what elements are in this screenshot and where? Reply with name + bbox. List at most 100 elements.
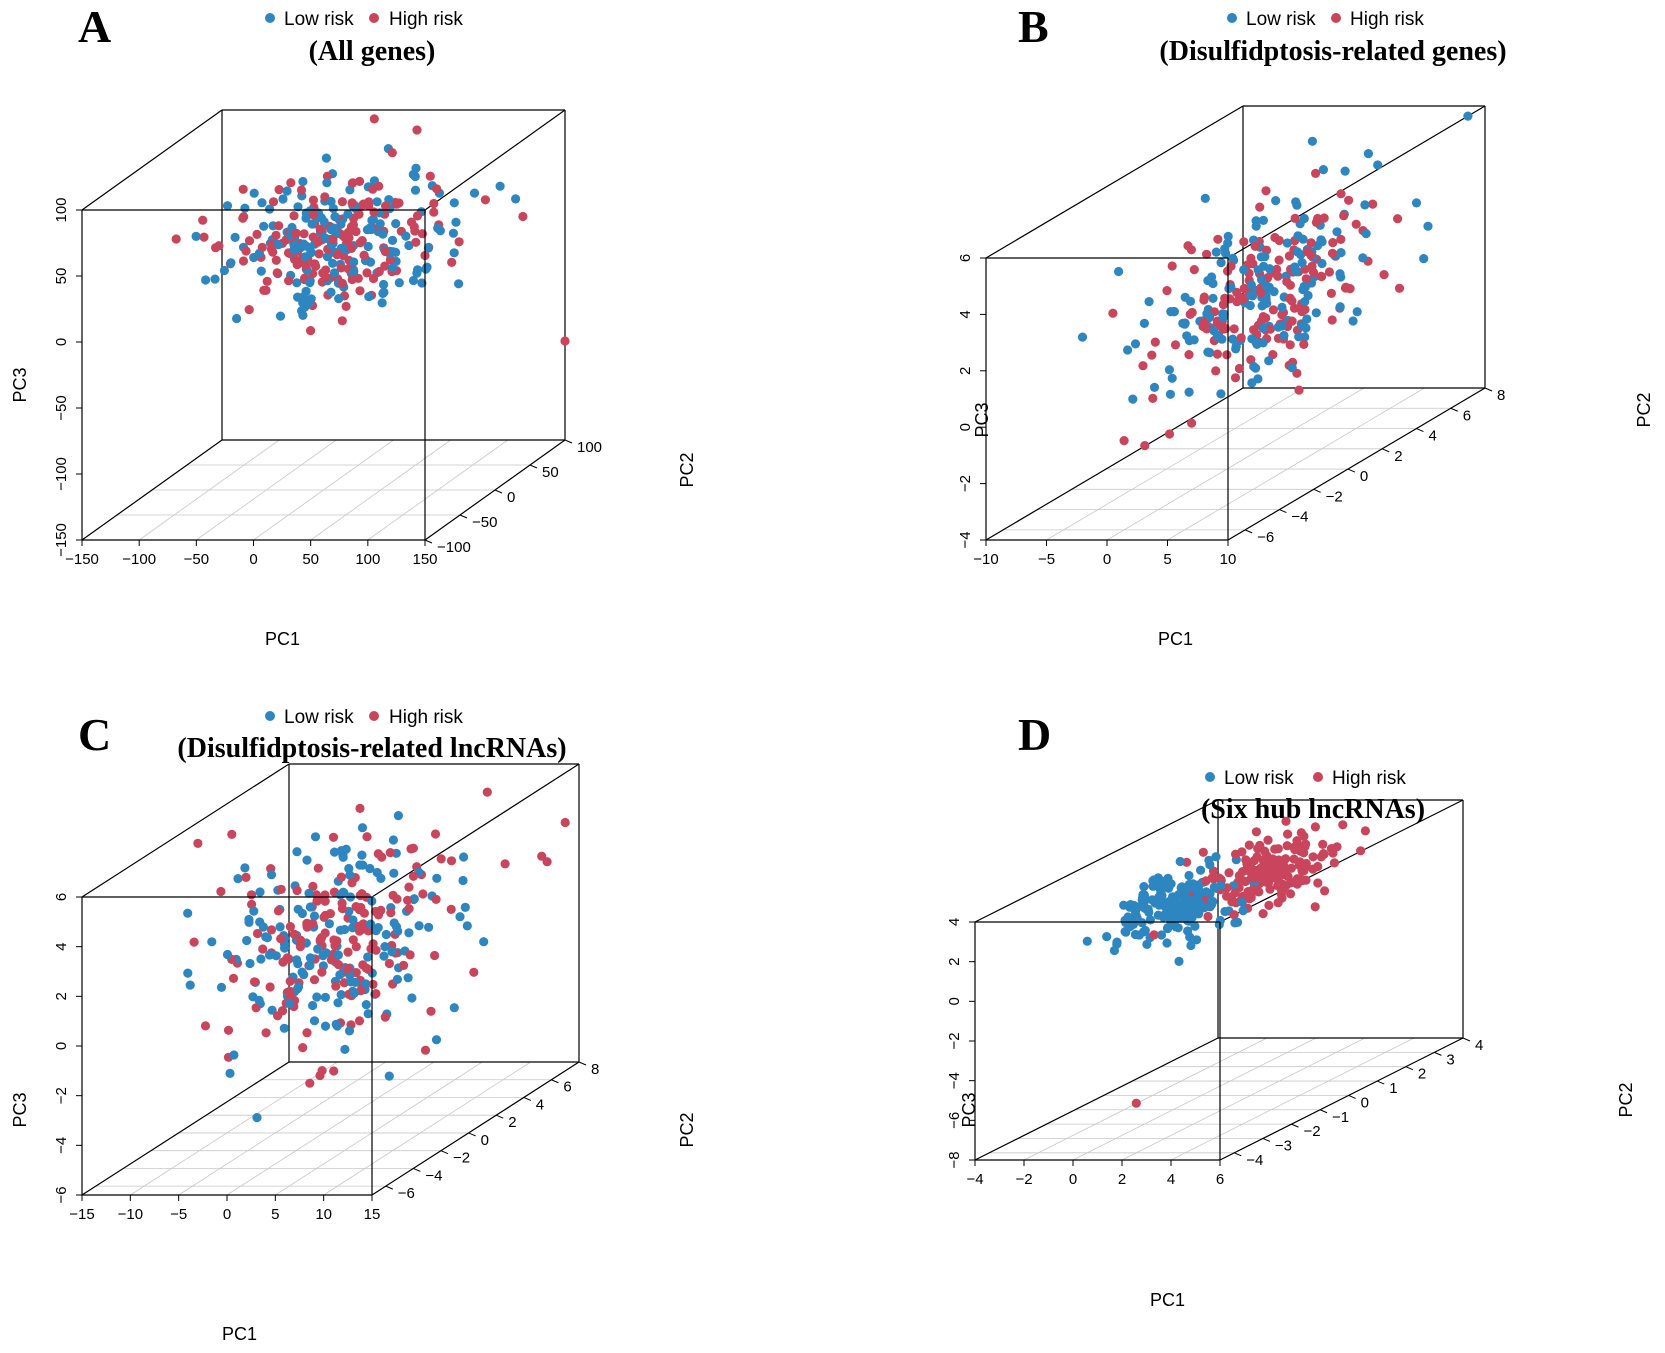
panel-d-point-low-risk [1184, 909, 1193, 918]
panel-a-point-high-risk [355, 286, 364, 295]
panel-b-point-high-risk [1291, 214, 1300, 223]
panel-b-y-tick-mark [1314, 489, 1321, 492]
panel-a-point-high-risk [211, 243, 220, 252]
panel-c-box-edge [372, 764, 579, 897]
panel-b-point-high-risk [1190, 265, 1199, 274]
panel-a-point-low-risk [330, 268, 339, 277]
panel-c-point-high-risk [277, 885, 286, 894]
panel-a-point-low-risk [511, 194, 520, 203]
panel-c-point-low-risk [357, 851, 366, 860]
panel-d-y-tick-mark [1349, 1095, 1356, 1098]
panel-c-y-tick-label: 4 [536, 1096, 544, 1113]
panel-c-point-low-risk [255, 996, 264, 1005]
panel-c-point-high-risk [337, 873, 346, 882]
panel-b-point-high-risk [1261, 186, 1270, 195]
panel-c-point-low-risk [183, 969, 192, 978]
panel-b-point-low-risk [1260, 252, 1269, 261]
panel-d-letter: D [1018, 709, 1051, 760]
panel-d-x-tick-label: −2 [1015, 1171, 1032, 1188]
panel-c-point-low-risk [393, 975, 402, 984]
panel-a-legend-low-marker [265, 13, 275, 23]
panel-b-point-low-risk [1271, 196, 1280, 205]
panel-c-plot: −15 −10 −5 0 5 10 15−6−4−202468−6−4−20246 [53, 764, 599, 1223]
panel-a-point-low-risk [223, 201, 232, 210]
panel-b-point-low-risk [1207, 272, 1216, 281]
panel-a-point-low-risk [326, 288, 335, 297]
panel-b-point-low-risk [1246, 291, 1255, 300]
panel-c-y-tick-mark [441, 1151, 448, 1154]
panel-c-point-high-risk [266, 982, 275, 991]
panel-a-point-low-risk [249, 253, 258, 262]
panel-c-point-low-risk [333, 1021, 342, 1030]
panel-b-point-high-risk [1325, 267, 1334, 276]
panel-a-point-low-risk [290, 245, 299, 254]
panel-b-point-high-risk [1259, 312, 1268, 321]
panel-d-point-high-risk [1299, 832, 1308, 841]
panel-b-point-high-risk [1294, 386, 1303, 395]
panel-c-point-low-risk [259, 922, 268, 931]
panel-a-point-high-risk [328, 235, 337, 244]
panel-a-point-high-risk [301, 261, 310, 270]
panel-b-point-low-risk [1216, 389, 1225, 398]
panel-c-legend-high-marker [369, 711, 379, 721]
panel-d-point-high-risk [1245, 894, 1254, 903]
panel-c-point-high-risk [392, 894, 401, 903]
panel-d-y-tick-mark [1291, 1124, 1298, 1127]
panel-d-point-high-risk [1289, 855, 1298, 864]
panel-c-point-high-risk [377, 853, 386, 862]
panel-a-point-low-risk [450, 198, 459, 207]
panel-d: D Low risk High risk (Six hub lncRNAs) P… [946, 709, 1636, 1310]
panel-a-point-low-risk [265, 205, 274, 214]
panel-a-point-low-risk [391, 219, 400, 228]
panel-c-point-low-risk [455, 912, 464, 921]
panel-d-box-edge [975, 1038, 1218, 1160]
panel-b-point-high-risk [1380, 270, 1389, 279]
panel-c-point-low-risk [183, 909, 192, 918]
panel-a-point-low-risk [334, 294, 343, 303]
panel-a-point-high-risk [344, 233, 353, 242]
panel-b-y-tick-mark [1245, 530, 1252, 533]
panel-a-point-low-risk [257, 198, 266, 207]
panel-d-point-low-risk [1220, 907, 1229, 916]
panel-d-y-tick-label: 1 [1389, 1080, 1397, 1097]
panel-a-z-tick-label: −100 [53, 457, 70, 491]
panel-c-point-low-risk [339, 888, 348, 897]
panel-a-point-high-risk [360, 251, 369, 260]
panel-c-y-tick-mark [579, 1062, 586, 1065]
panel-d-point-high-risk [1330, 858, 1339, 867]
panel-b-point-high-risk [1303, 247, 1312, 256]
panel-c-point-low-risk [459, 852, 468, 861]
panel-c-point-high-risk [385, 959, 394, 968]
panel-b-y-tick-mark [1279, 510, 1286, 513]
panel-d-point-low-risk [1174, 957, 1183, 966]
panel-d-point-low-risk [1183, 894, 1192, 903]
panel-d-point-high-risk [1263, 836, 1272, 845]
panel-b-point-low-risk [1360, 200, 1369, 209]
panel-b-point-low-risk [1297, 321, 1306, 330]
panel-b-point-high-risk [1328, 238, 1337, 247]
panel-c-point-high-risk [224, 1026, 233, 1035]
panel-d-point-low-risk [1186, 882, 1195, 891]
panel-b-point-high-risk [1138, 361, 1147, 370]
panel-b-point-high-risk [1317, 272, 1326, 281]
panel-a-point-low-risk [451, 218, 460, 227]
panel-d-y-tick-mark [1263, 1138, 1270, 1141]
panel-b-point-high-risk [1341, 283, 1350, 292]
panel-d-point-high-risk [1224, 868, 1233, 877]
panel-b-point-low-risk [1247, 378, 1256, 387]
panel-a-letter: A [78, 1, 111, 52]
panel-a-point-high-risk [348, 198, 357, 207]
panel-d-point-high-risk [1280, 862, 1289, 871]
panel-b-point-high-risk [1320, 213, 1329, 222]
panel-a-x-label: PC1 [265, 629, 300, 649]
panel-a-z-tick-label: 50 [53, 268, 70, 285]
panel-c-point-high-risk [338, 899, 347, 908]
panel-b-point-high-risk [1213, 350, 1222, 359]
panel-c-point-low-risk [385, 1072, 394, 1081]
panel-a-point-low-risk [329, 204, 338, 213]
panel-b-y-tick-mark [1416, 429, 1423, 432]
panel-c-point-low-risk [387, 947, 396, 956]
panel-a-point-low-risk [421, 265, 430, 274]
panel-c-point-high-risk [421, 1046, 430, 1055]
panel-c-point-high-risk [543, 857, 552, 866]
